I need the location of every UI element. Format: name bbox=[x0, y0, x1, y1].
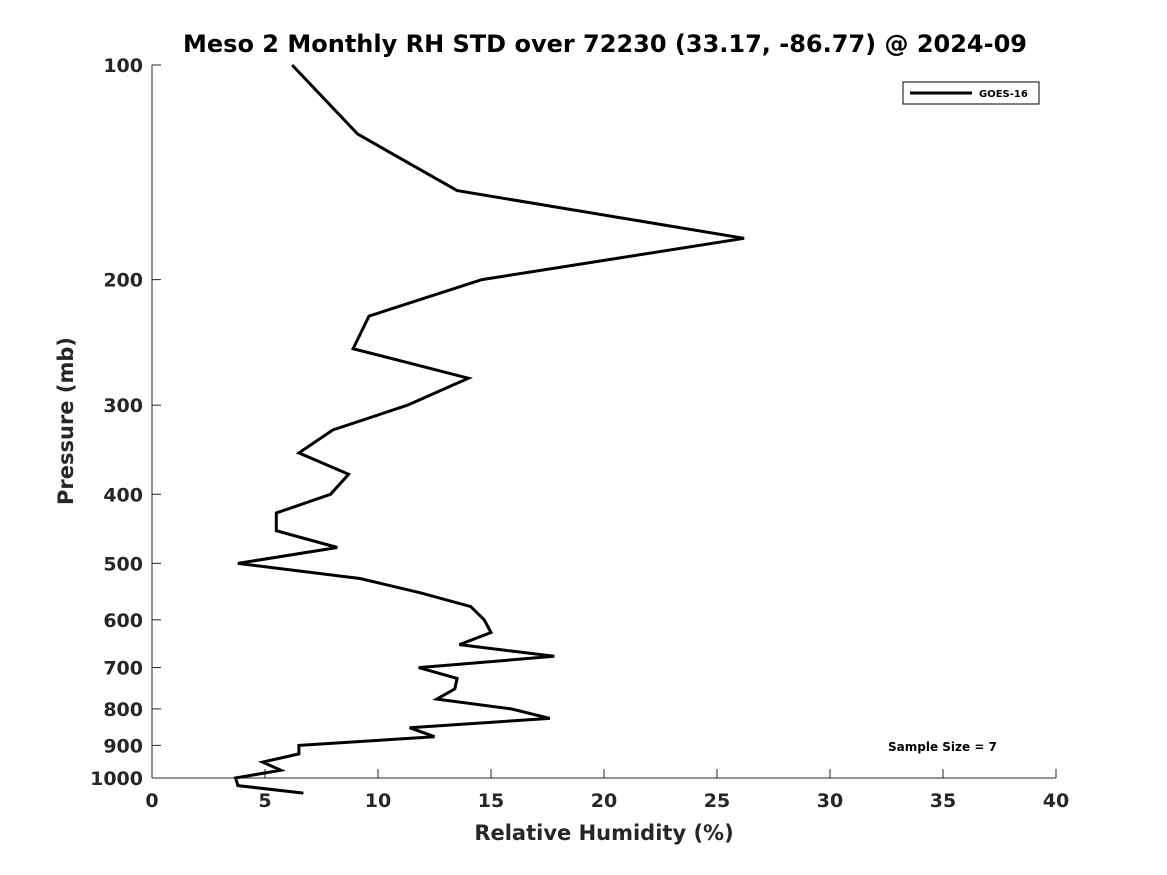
y-tick-label: 600 bbox=[103, 610, 143, 632]
x-tick-label: 35 bbox=[930, 790, 956, 812]
y-tick-label: 1000 bbox=[90, 768, 143, 790]
x-tick-label: 10 bbox=[365, 790, 391, 812]
x-tick-label: 40 bbox=[1043, 790, 1069, 812]
x-tick-label: 0 bbox=[145, 790, 158, 812]
y-tick-label: 400 bbox=[103, 484, 143, 506]
y-tick-label: 500 bbox=[103, 553, 143, 575]
y-tick-label: 900 bbox=[103, 735, 143, 757]
chart-title: Meso 2 Monthly RH STD over 72230 (33.17,… bbox=[183, 30, 1027, 58]
x-tick-label: 5 bbox=[258, 790, 271, 812]
plot-area: 0 5 10 15 20 25 30 35 40 100 200 300 400 500 600 700 800… bbox=[90, 55, 1069, 812]
y-tick-label: 200 bbox=[103, 270, 143, 292]
x-tick-label: 15 bbox=[478, 790, 504, 812]
x-axis-label: Relative Humidity (%) bbox=[474, 821, 733, 845]
y-tick-label: 700 bbox=[103, 658, 143, 680]
sample-size-annotation: Sample Size = 7 bbox=[888, 740, 997, 754]
legend-label-goes-16: GOES-16 bbox=[979, 89, 1028, 100]
y-tick-label: 800 bbox=[103, 699, 143, 721]
y-tick-label: 300 bbox=[103, 395, 143, 417]
x-tick-label: 30 bbox=[817, 790, 843, 812]
x-tick-label: 20 bbox=[591, 790, 617, 812]
series-line-goes-16 bbox=[233, 63, 745, 795]
y-axis-label: Pressure (mb) bbox=[54, 337, 78, 505]
legend: GOES-16 bbox=[902, 81, 1040, 105]
x-tick-label: 25 bbox=[704, 790, 730, 812]
y-tick-label: 100 bbox=[103, 55, 143, 77]
